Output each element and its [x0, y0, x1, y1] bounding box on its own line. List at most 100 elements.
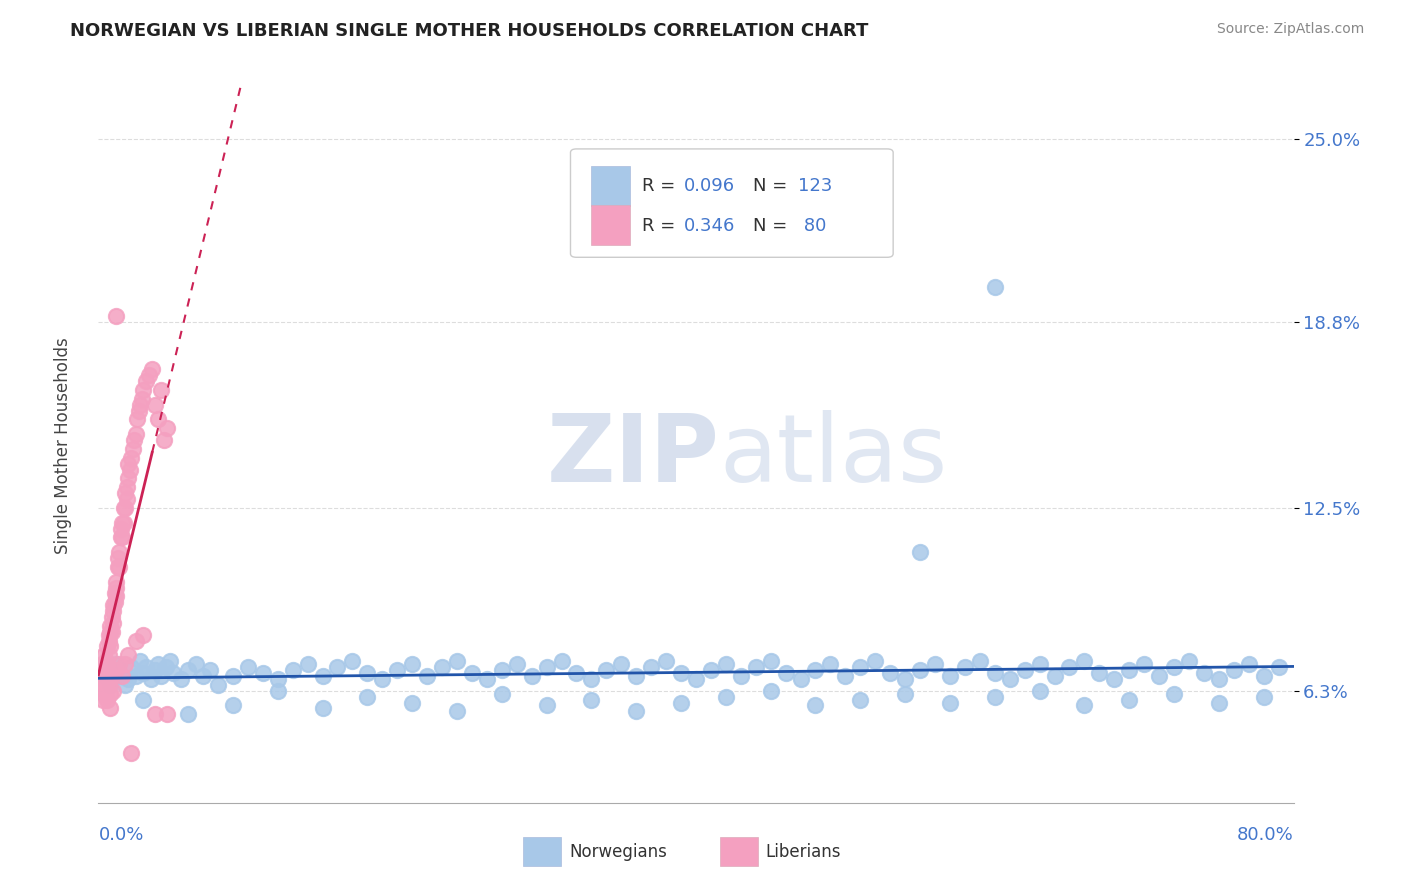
Point [669, 696, 692, 710]
Point [101, 610, 124, 624]
Point [385, 663, 409, 677]
Point [118, 462, 141, 476]
Point [685, 672, 707, 686]
Point [969, 654, 991, 668]
Point [91, 692, 114, 706]
Point [1014, 663, 1036, 677]
Point [94, 669, 117, 683]
Point [759, 654, 782, 668]
Point [267, 672, 290, 686]
Point [98, 624, 122, 639]
Point [714, 657, 737, 672]
Point [267, 683, 290, 698]
Point [550, 654, 572, 668]
Point [98, 640, 122, 654]
Point [1133, 657, 1156, 672]
Point [97, 678, 120, 692]
Point [108, 560, 131, 574]
FancyBboxPatch shape [591, 205, 630, 245]
Point [112, 500, 135, 515]
Point [91, 657, 114, 672]
Point [356, 690, 378, 704]
Point [281, 663, 304, 677]
FancyBboxPatch shape [571, 149, 893, 257]
Point [984, 279, 1007, 293]
Point [101, 669, 124, 683]
Text: Norwegians: Norwegians [569, 843, 668, 861]
Point [669, 666, 692, 681]
Text: ZIP: ZIP [547, 410, 720, 502]
Point [1208, 672, 1230, 686]
Point [461, 666, 484, 681]
Point [401, 696, 423, 710]
Point [125, 633, 148, 648]
Point [536, 698, 558, 713]
Point [236, 660, 259, 674]
Point [115, 491, 138, 506]
Point [491, 663, 513, 677]
Point [105, 663, 128, 677]
Point [107, 551, 129, 566]
Text: 80: 80 [797, 218, 825, 235]
Point [94, 669, 117, 683]
Point [96, 657, 118, 672]
Point [191, 669, 214, 683]
Point [124, 433, 146, 447]
Point [110, 522, 132, 536]
Point [111, 669, 134, 683]
Point [297, 657, 319, 672]
Text: 0.346: 0.346 [685, 218, 735, 235]
Point [1267, 660, 1289, 674]
Point [98, 701, 122, 715]
Point [169, 672, 191, 686]
Point [820, 657, 842, 672]
Point [103, 598, 125, 612]
Point [1163, 660, 1185, 674]
Point [128, 403, 150, 417]
Point [1028, 683, 1050, 698]
Point [177, 663, 200, 677]
Point [804, 663, 827, 677]
Point [105, 574, 128, 589]
Text: N =: N = [754, 178, 793, 195]
Point [1178, 654, 1201, 668]
Text: N =: N = [754, 218, 793, 235]
Point [371, 672, 394, 686]
Point [1028, 657, 1050, 672]
Point [114, 657, 136, 672]
Point [121, 442, 143, 456]
Point [93, 648, 115, 663]
Text: R =: R = [643, 178, 681, 195]
Point [326, 660, 349, 674]
Point [1192, 666, 1215, 681]
Point [998, 672, 1021, 686]
Point [117, 648, 139, 663]
Point [143, 398, 166, 412]
Point [105, 657, 128, 672]
Point [536, 660, 558, 674]
Point [745, 660, 768, 674]
Point [141, 362, 163, 376]
Point [1104, 672, 1126, 686]
Point [759, 683, 782, 698]
Point [111, 530, 134, 544]
Point [94, 683, 117, 698]
Point [127, 412, 149, 426]
Point [156, 707, 179, 722]
Point [143, 663, 166, 677]
Point [150, 669, 173, 683]
Point [640, 660, 662, 674]
Point [159, 654, 181, 668]
Point [849, 660, 872, 674]
Text: R =: R = [643, 218, 681, 235]
Text: Source: ZipAtlas.com: Source: ZipAtlas.com [1216, 22, 1364, 37]
Point [94, 678, 117, 692]
Point [200, 663, 222, 677]
Point [1118, 663, 1140, 677]
Point [132, 383, 155, 397]
Point [714, 690, 737, 704]
Point [775, 666, 797, 681]
Point [894, 672, 917, 686]
Point [150, 383, 173, 397]
Point [184, 657, 207, 672]
